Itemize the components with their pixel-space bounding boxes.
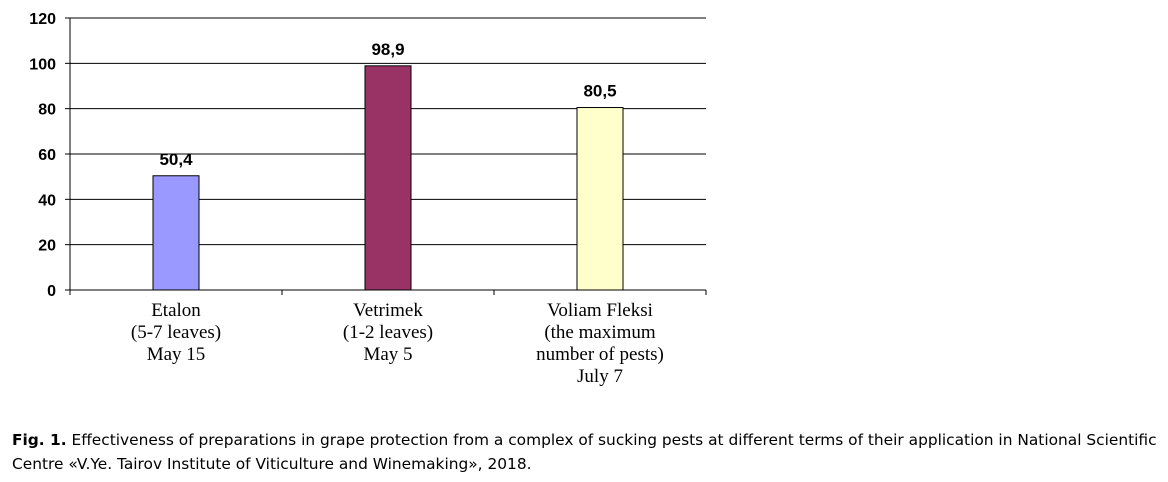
- y-tick-label: 120: [29, 11, 56, 28]
- category-label: Vetrimek: [353, 300, 423, 321]
- data-label: 80,5: [583, 82, 616, 101]
- y-tick-label: 60: [38, 147, 56, 164]
- bar-chart: 0 20 40 60 80 100 120 50,4 98,9 80,5 Etalon(5-7 …: [29, 11, 707, 387]
- y-tick-label: 40: [38, 192, 56, 209]
- y-axis-ticks: 0 20 40 60 80 100 120: [29, 11, 70, 300]
- y-tick-label: 80: [38, 102, 56, 119]
- category-labels: Etalon(5-7 leaves)May 15 Vetrimek(1-2 lea…: [131, 300, 664, 387]
- category-label: July 7: [577, 366, 623, 387]
- bar: [576, 107, 624, 291]
- category-label: Voliam Fleksi: [547, 300, 653, 321]
- bar: [152, 175, 200, 291]
- y-tick-label: 20: [38, 238, 56, 255]
- y-tick-label: 100: [29, 56, 56, 73]
- category-label: (1-2 leaves): [343, 322, 433, 343]
- category-label: number of pests): [536, 344, 664, 365]
- bar: [364, 65, 412, 291]
- data-label: 98,9: [371, 40, 404, 59]
- category-label: May 5: [363, 344, 412, 365]
- caption-text: Effectiveness of preparations in grape p…: [12, 431, 1157, 473]
- y-tick-label: 0: [47, 283, 56, 300]
- caption-prefix: Fig. 1.: [12, 431, 67, 449]
- category-label: (the maximum: [544, 322, 656, 343]
- data-labels: 50,4 98,9 80,5: [159, 40, 616, 169]
- category-label: (5-7 leaves): [131, 322, 221, 343]
- figure-caption: Fig. 1. Effectiveness of preparations in…: [12, 428, 1164, 476]
- bars: [69, 65, 707, 295]
- category-label: May 15: [147, 344, 206, 365]
- category-label: Etalon: [151, 300, 201, 321]
- data-label: 50,4: [159, 150, 193, 169]
